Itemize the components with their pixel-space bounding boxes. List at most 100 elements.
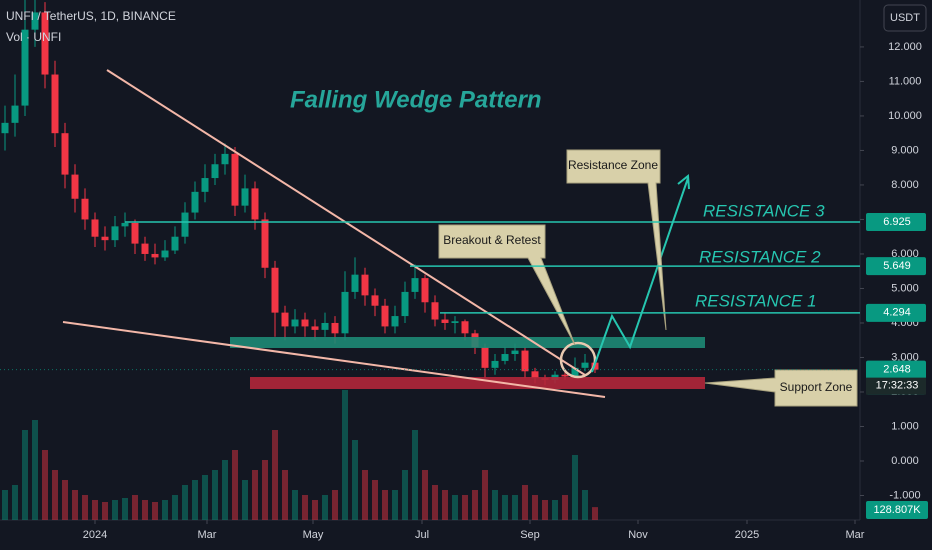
candle-body [251, 188, 259, 220]
candle-body [181, 212, 189, 237]
candle-body [71, 174, 79, 199]
candle-body [1, 122, 9, 134]
countdown: 17:32:33 [876, 380, 919, 392]
volume-bar [452, 495, 458, 520]
candle-body [141, 243, 149, 254]
candle-body [51, 74, 59, 134]
candle-body [281, 312, 289, 327]
volume-bar [472, 490, 478, 520]
volume-bar [212, 470, 218, 520]
volume-bar [112, 500, 118, 520]
countdown-bg [866, 377, 926, 395]
candle-body [131, 222, 139, 244]
volume-bar [502, 495, 508, 520]
support-zone [250, 377, 705, 389]
candle-body [481, 347, 489, 368]
volume-bar [72, 490, 78, 520]
volume-bar [182, 485, 188, 520]
candle-body [531, 371, 539, 379]
candle-body [441, 319, 449, 323]
candle-body [41, 12, 49, 75]
volume-bar [232, 450, 238, 520]
candle-body [311, 326, 319, 330]
candle-body [521, 350, 529, 372]
volume-bar [572, 455, 578, 520]
volume-bar [292, 490, 298, 520]
price-badge [866, 213, 926, 232]
wedge-lower-line [62, 321, 606, 398]
volume-bar [412, 430, 418, 520]
candle-body [61, 133, 69, 175]
volume-bar [592, 507, 598, 520]
volume-bar [542, 500, 548, 520]
volume-bar [422, 470, 428, 520]
volume-bar [252, 470, 258, 520]
y-tick-label: -1.000 [889, 489, 920, 501]
callout-box [566, 149, 667, 331]
volume-bar [432, 485, 438, 520]
volume-bar [52, 470, 58, 520]
y-tick-label: 8.000 [891, 179, 919, 191]
y-tick-label: 6.000 [891, 248, 919, 260]
candle-body [391, 316, 399, 327]
candle-body [341, 291, 349, 334]
price-badge-label: 6.925 [883, 216, 911, 228]
candle-body [31, 12, 39, 30]
resistance-label: RESISTANCE 1 [695, 291, 817, 310]
y-tick-label: 5.000 [891, 282, 919, 294]
volume-bar [152, 502, 158, 520]
volume-bar [42, 450, 48, 520]
candle-body [201, 178, 209, 192]
candle-body [121, 222, 129, 227]
annotation: Resistance Zone [568, 158, 658, 172]
volume-bar [302, 495, 308, 520]
candle-body [431, 302, 439, 320]
volume-bar [522, 485, 528, 520]
retest-circle [559, 341, 597, 379]
volume-badge [866, 501, 928, 519]
volume-bar [462, 495, 468, 520]
candle-body [331, 322, 339, 334]
callout-box [438, 224, 576, 346]
volume-bar [242, 480, 248, 520]
volume-label: 128.807K [873, 504, 921, 516]
candle-body [571, 367, 579, 377]
y-tick-label: 3.000 [891, 351, 919, 363]
arrow-head [677, 174, 690, 190]
candle-body [171, 236, 179, 251]
volume-bar [22, 430, 28, 520]
candle-body [211, 164, 219, 179]
candle-body [561, 374, 569, 377]
x-tick-label: Jul [415, 529, 429, 541]
candle-body [421, 278, 429, 303]
x-tick-label: Sep [520, 529, 540, 541]
candle-body [101, 236, 109, 241]
candle-body [241, 188, 249, 206]
y-tick-label: 1.000 [891, 420, 919, 432]
candle-body [91, 219, 99, 237]
currency[interactable]: USDT [890, 12, 920, 24]
volume-bar [322, 495, 328, 520]
candle-body [581, 362, 589, 368]
volume-bar [332, 490, 338, 520]
x-tick-label: 2024 [83, 529, 107, 541]
resistance-zone [230, 337, 705, 348]
x-tick-label: 2025 [735, 529, 759, 541]
x-tick-label: Nov [628, 529, 648, 541]
candle-body [151, 253, 159, 258]
symbol: UNFI / TetherUS, 1D, BINANCE [6, 9, 176, 23]
volume-bar [532, 495, 538, 520]
chart-title: Falling Wedge Pattern [290, 86, 542, 113]
volume-bar [482, 470, 488, 520]
y-tick-label: 9.000 [891, 144, 919, 156]
currency-button[interactable] [883, 4, 927, 32]
resistance-label: RESISTANCE 2 [699, 247, 821, 266]
x-tick-label: Mar [198, 529, 217, 541]
y-tick-label: 11.000 [889, 75, 922, 87]
candle-body [161, 250, 169, 258]
candle-body [291, 319, 299, 327]
last-price: 2.648 [883, 364, 911, 376]
candle-body [371, 295, 379, 306]
x-tick-label: May [303, 529, 324, 541]
